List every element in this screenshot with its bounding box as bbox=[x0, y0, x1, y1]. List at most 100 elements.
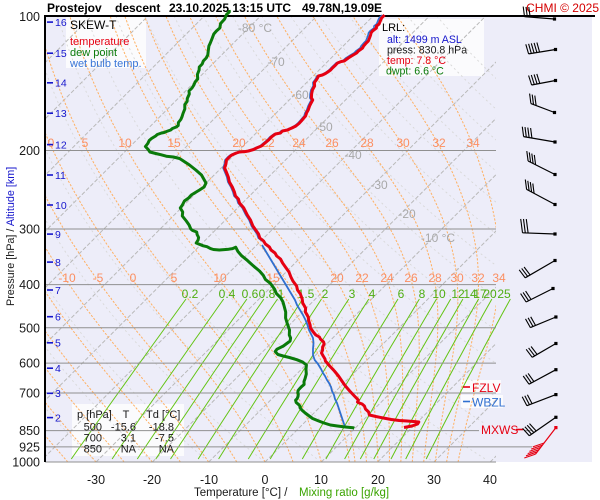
svg-text:26: 26 bbox=[404, 271, 418, 285]
svg-text:4: 4 bbox=[369, 287, 376, 301]
svg-text:22: 22 bbox=[261, 136, 275, 150]
svg-text:30: 30 bbox=[450, 271, 464, 285]
svg-text:20: 20 bbox=[371, 473, 385, 487]
svg-text:40: 40 bbox=[483, 473, 497, 487]
svg-text:30: 30 bbox=[427, 473, 441, 487]
svg-text:10: 10 bbox=[213, 271, 227, 285]
svg-text:3: 3 bbox=[349, 287, 356, 301]
svg-text:100: 100 bbox=[19, 10, 40, 24]
svg-text:Mixing ratio [g/kg]: Mixing ratio [g/kg] bbox=[299, 487, 389, 499]
svg-text:0: 0 bbox=[48, 136, 55, 150]
svg-text:dew point: dew point bbox=[70, 47, 117, 59]
svg-text:500: 500 bbox=[19, 321, 40, 335]
svg-text:-30: -30 bbox=[87, 473, 105, 487]
svg-text:-30: -30 bbox=[370, 178, 388, 192]
svg-text:9: 9 bbox=[55, 229, 61, 241]
svg-text:700: 700 bbox=[84, 433, 102, 445]
svg-text:SKEW-T: SKEW-T bbox=[70, 18, 117, 32]
svg-text:alt: 1499 m ASL: alt: 1499 m ASL bbox=[387, 34, 462, 46]
svg-text:-5: -5 bbox=[93, 271, 104, 285]
svg-text:0: 0 bbox=[130, 271, 137, 285]
svg-text:400: 400 bbox=[19, 278, 40, 292]
svg-text:3: 3 bbox=[55, 388, 61, 400]
svg-text:15: 15 bbox=[167, 136, 181, 150]
svg-text:2: 2 bbox=[322, 287, 329, 301]
svg-text:20: 20 bbox=[330, 271, 344, 285]
svg-text:4: 4 bbox=[55, 363, 61, 375]
svg-text:WBZL: WBZL bbox=[472, 396, 506, 410]
svg-text:Pressure [hPa] / Altitude [k: Pressure [hPa] / Altitude [km] bbox=[5, 167, 17, 306]
svg-text:-7.5: -7.5 bbox=[155, 433, 174, 445]
svg-text:-40: -40 bbox=[344, 148, 362, 162]
svg-text:-20: -20 bbox=[143, 473, 161, 487]
svg-text:T: T bbox=[123, 409, 130, 421]
svg-text:24: 24 bbox=[380, 271, 394, 285]
svg-text:34: 34 bbox=[492, 271, 506, 285]
svg-text:CHMI © 2025: CHMI © 2025 bbox=[526, 1, 599, 15]
svg-text:-80 °C: -80 °C bbox=[238, 21, 272, 35]
svg-text:25: 25 bbox=[497, 287, 511, 301]
svg-text:6: 6 bbox=[55, 312, 61, 324]
svg-text:-10 °C: -10 °C bbox=[421, 231, 455, 245]
svg-text:3.1: 3.1 bbox=[121, 433, 136, 445]
svg-text:2: 2 bbox=[55, 412, 61, 424]
svg-text:32: 32 bbox=[432, 136, 446, 150]
svg-text:Prostejov: Prostejov bbox=[47, 1, 102, 15]
svg-text:925: 925 bbox=[19, 440, 40, 454]
svg-text:5: 5 bbox=[171, 271, 178, 285]
svg-text:Td [°C]: Td [°C] bbox=[146, 409, 180, 421]
svg-text:-60: -60 bbox=[291, 88, 309, 102]
svg-text:1: 1 bbox=[278, 287, 285, 301]
svg-text:26: 26 bbox=[325, 136, 339, 150]
svg-text:NA: NA bbox=[121, 444, 137, 456]
svg-text:17: 17 bbox=[473, 287, 487, 301]
svg-text:p [hPa]: p [hPa] bbox=[77, 409, 112, 421]
svg-text:14: 14 bbox=[463, 287, 477, 301]
svg-text:NA: NA bbox=[159, 444, 175, 456]
svg-text:600: 600 bbox=[19, 357, 40, 371]
svg-text:-50: -50 bbox=[315, 120, 333, 134]
svg-text:8: 8 bbox=[55, 257, 61, 269]
svg-text:200: 200 bbox=[19, 144, 40, 158]
svg-text:5: 5 bbox=[55, 338, 61, 350]
svg-text:7: 7 bbox=[55, 285, 61, 297]
svg-text:MXWS: MXWS bbox=[481, 423, 518, 437]
svg-text:-15.6: -15.6 bbox=[111, 422, 136, 434]
svg-text:Temperature [°C] /: Temperature [°C] / bbox=[194, 487, 288, 499]
svg-text:300: 300 bbox=[19, 223, 40, 237]
svg-text:20: 20 bbox=[232, 136, 246, 150]
svg-text:LRL:: LRL: bbox=[382, 22, 405, 34]
svg-text:13: 13 bbox=[55, 108, 67, 120]
svg-text:32: 32 bbox=[471, 271, 485, 285]
svg-text:-10: -10 bbox=[58, 271, 76, 285]
svg-text:12: 12 bbox=[55, 139, 67, 151]
svg-text:34: 34 bbox=[466, 136, 480, 150]
svg-text:-10: -10 bbox=[200, 473, 218, 487]
svg-text:22: 22 bbox=[355, 271, 369, 285]
svg-text:10: 10 bbox=[55, 200, 67, 212]
svg-text:-18.8: -18.8 bbox=[149, 422, 174, 434]
svg-text:wet bulb temp.: wet bulb temp. bbox=[69, 58, 142, 70]
svg-text:49.78N,19.09E: 49.78N,19.09E bbox=[302, 1, 382, 15]
svg-text:0.6: 0.6 bbox=[242, 287, 259, 301]
svg-text:descent: descent bbox=[115, 1, 160, 15]
svg-text:0: 0 bbox=[262, 473, 269, 487]
svg-text:dwpt: 6.6 °C: dwpt: 6.6 °C bbox=[386, 66, 444, 78]
svg-text:24: 24 bbox=[292, 136, 306, 150]
svg-text:23.10.2025 13:15 UTC: 23.10.2025 13:15 UTC bbox=[169, 1, 291, 15]
svg-text:temperature: temperature bbox=[70, 36, 129, 48]
svg-text:0.4: 0.4 bbox=[219, 287, 236, 301]
svg-text:28: 28 bbox=[428, 271, 442, 285]
svg-text:11: 11 bbox=[55, 170, 66, 182]
svg-text:10: 10 bbox=[432, 287, 446, 301]
svg-text:14: 14 bbox=[55, 78, 67, 90]
svg-text:temp: 7.8 °C: temp: 7.8 °C bbox=[387, 55, 446, 67]
svg-text:28: 28 bbox=[360, 136, 374, 150]
svg-text:10: 10 bbox=[314, 473, 328, 487]
svg-text:6: 6 bbox=[398, 287, 405, 301]
svg-text:0.2: 0.2 bbox=[182, 287, 199, 301]
svg-text:700: 700 bbox=[19, 387, 40, 401]
svg-text:FZLV: FZLV bbox=[472, 381, 500, 395]
svg-text:30: 30 bbox=[396, 136, 410, 150]
svg-text:15: 15 bbox=[55, 48, 67, 60]
